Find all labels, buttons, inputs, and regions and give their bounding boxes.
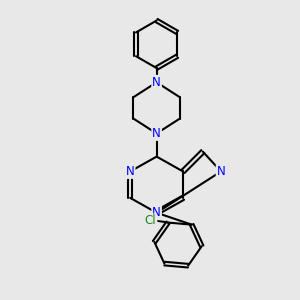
Text: N: N	[152, 206, 161, 219]
Text: N: N	[217, 165, 225, 178]
Text: N: N	[152, 127, 161, 140]
Text: Cl: Cl	[144, 214, 156, 227]
Text: N: N	[126, 165, 135, 178]
Text: N: N	[152, 76, 161, 89]
